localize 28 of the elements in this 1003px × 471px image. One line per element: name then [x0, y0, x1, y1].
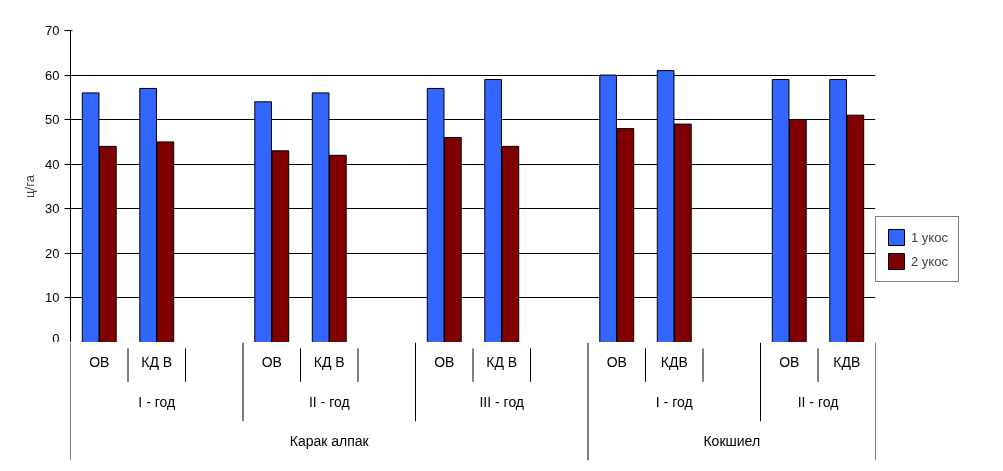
legend-label: 1 укос — [911, 229, 948, 245]
x-tick-label: КД В — [141, 354, 173, 371]
y-tick-label: 30 — [45, 201, 60, 217]
x-tick-label: КД В — [486, 354, 518, 371]
y-tick-label: 20 — [45, 245, 60, 261]
legend-label: 2 укос — [911, 253, 948, 269]
x-tick-label: КД В — [313, 354, 345, 371]
text: III - год — [479, 393, 525, 410]
text: II - год — [797, 393, 839, 410]
y-axis-title: ц/га — [22, 174, 38, 198]
x-tick-label: ОВ — [261, 354, 282, 371]
text: I - год — [138, 393, 176, 410]
y-tick-label: 60 — [45, 67, 60, 83]
x-tick-label: КДВ — [660, 354, 688, 371]
text: Карак алпак — [289, 432, 370, 449]
text: Кокшиел — [703, 432, 761, 449]
x-tick-label: ОВ — [606, 354, 627, 371]
y-tick-label: 0 — [52, 330, 60, 346]
y-tick-label: 70 — [45, 23, 60, 38]
y-tick-label: 40 — [45, 156, 60, 172]
text: II - год — [308, 393, 350, 410]
x-tick-label: ОВ — [89, 354, 110, 371]
x-tick-label: ОВ — [779, 354, 800, 371]
text: I - год — [655, 393, 693, 410]
x-tick-label: ОВ — [434, 354, 455, 371]
y-tick-label: 10 — [45, 290, 60, 306]
x-tick-label: КДВ — [833, 354, 861, 371]
y-tick-label: 50 — [45, 112, 60, 128]
